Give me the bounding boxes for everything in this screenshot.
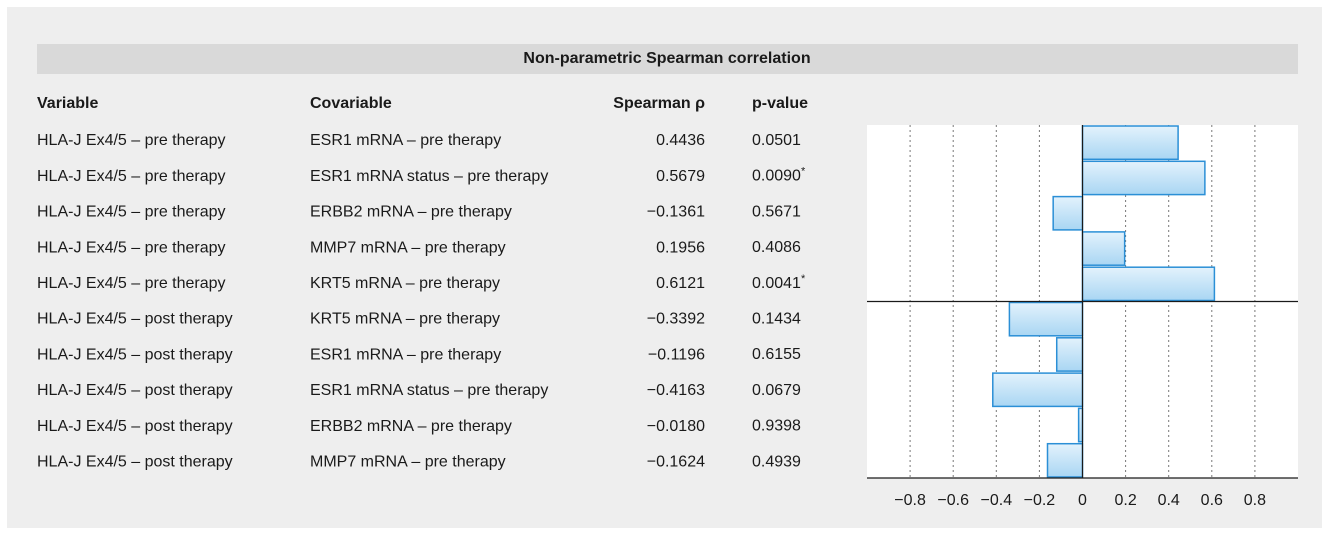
p-value: 0.1434 (752, 311, 801, 328)
x-tick-label: −0.6 (937, 492, 969, 509)
variable: HLA-J Ex4/5 – post therapy (37, 418, 233, 435)
p-value: 0.0679 (752, 382, 801, 399)
p-value-number: 0.1434 (752, 311, 801, 328)
p-value: 0.9398 (752, 418, 801, 435)
x-tick-label: 0.8 (1244, 492, 1266, 509)
p-value-number: 0.0679 (752, 382, 801, 399)
p-value-number: 0.4086 (752, 239, 801, 256)
x-tick-label: 0.2 (1114, 492, 1136, 509)
bar (1046, 442, 1084, 478)
covariable: MMP7 mRNA – pre therapy (310, 239, 506, 256)
variable: HLA-J Ex4/5 – pre therapy (37, 132, 226, 149)
variable: HLA-J Ex4/5 – pre therapy (37, 204, 226, 221)
covariable: ERBB2 mRNA – pre therapy (310, 418, 512, 435)
x-tick-label: 0.6 (1201, 492, 1223, 509)
variable: HLA-J Ex4/5 – post therapy (37, 311, 233, 328)
p-value: 0.5671 (752, 204, 801, 221)
column-header: Variable (37, 95, 98, 112)
spearman-rho: −0.3392 (647, 311, 705, 328)
column-header: Spearman ρ (613, 95, 705, 112)
bar (1052, 195, 1084, 231)
spearman-rho: 0.5679 (656, 168, 705, 185)
bar (1055, 337, 1084, 372)
x-tick-label: −0.4 (981, 492, 1013, 509)
spearman-rho: −0.1624 (647, 454, 705, 471)
covariable: ESR1 mRNA status – pre therapy (310, 168, 548, 185)
variable: HLA-J Ex4/5 – pre therapy (37, 275, 226, 292)
x-tick-label: 0 (1078, 492, 1087, 509)
variable: HLA-J Ex4/5 – pre therapy (37, 168, 226, 185)
variable: HLA-J Ex4/5 – post therapy (37, 346, 233, 363)
p-value-number: 0.0090 (752, 168, 801, 185)
p-value: 0.0501 (752, 132, 801, 149)
significance-marker: * (801, 273, 806, 285)
significance-marker: * (801, 166, 806, 178)
spearman-rho: 0.1956 (656, 239, 705, 256)
x-tick-label: 0.4 (1158, 492, 1180, 509)
variable: HLA-J Ex4/5 – post therapy (37, 454, 233, 471)
covariable: KRT5 mRNA – pre therapy (310, 311, 500, 328)
p-value-number: 0.5671 (752, 204, 801, 221)
variable: HLA-J Ex4/5 – post therapy (37, 382, 233, 399)
p-value: 0.4939 (752, 454, 801, 471)
spearman-rho: −0.1361 (647, 204, 705, 221)
covariable: MMP7 mRNA – pre therapy (310, 454, 506, 471)
bar (1008, 301, 1084, 337)
p-value-number: 0.9398 (752, 418, 801, 435)
bar (1081, 231, 1126, 266)
bar (1081, 125, 1179, 161)
p-value: 0.0090* (752, 166, 806, 185)
title-bar (37, 44, 1298, 74)
p-value-number: 0.0501 (752, 132, 801, 149)
column-header: p-value (752, 95, 808, 112)
x-tick-label: −0.2 (1024, 492, 1056, 509)
p-value: 0.4086 (752, 239, 801, 256)
p-value-number: 0.6155 (752, 346, 801, 363)
bar (992, 372, 1084, 408)
covariable: ESR1 mRNA status – pre therapy (310, 382, 548, 399)
spearman-rho: −0.1196 (648, 346, 705, 363)
x-tick-label: −0.8 (894, 492, 926, 509)
spearman-rho: −0.4163 (647, 382, 705, 399)
spearman-rho: 0.4436 (656, 132, 705, 149)
covariable: ESR1 mRNA – pre therapy (310, 346, 501, 363)
p-value-number: 0.0041 (752, 275, 801, 292)
variable: HLA-J Ex4/5 – pre therapy (37, 239, 226, 256)
spearman-rho: −0.0180 (647, 418, 705, 435)
title: Non-parametric Spearman correlation (523, 50, 810, 67)
p-value: 0.6155 (752, 346, 801, 363)
p-value-number: 0.4939 (752, 454, 801, 471)
column-header: Covariable (310, 95, 392, 112)
spearman-rho: 0.6121 (656, 275, 705, 292)
bar (1081, 160, 1206, 196)
p-value: 0.0041* (752, 273, 806, 292)
covariable: ESR1 mRNA – pre therapy (310, 132, 501, 149)
bar (1081, 266, 1216, 302)
covariable: KRT5 mRNA – pre therapy (310, 275, 500, 292)
covariable: ERBB2 mRNA – pre therapy (310, 204, 512, 221)
